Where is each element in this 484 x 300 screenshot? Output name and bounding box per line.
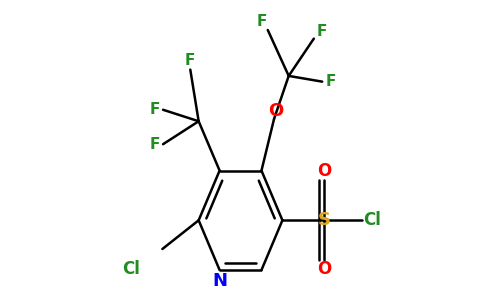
Text: Cl: Cl (122, 260, 140, 278)
Text: O: O (317, 260, 332, 278)
Text: F: F (150, 102, 160, 117)
Text: S: S (318, 211, 331, 229)
Text: F: F (316, 24, 327, 39)
Text: N: N (212, 272, 227, 290)
Text: Cl: Cl (363, 211, 381, 229)
Text: F: F (150, 137, 160, 152)
Text: F: F (185, 53, 196, 68)
Text: O: O (317, 162, 332, 180)
Text: F: F (257, 14, 267, 29)
Text: F: F (326, 74, 336, 89)
Text: O: O (268, 103, 283, 121)
